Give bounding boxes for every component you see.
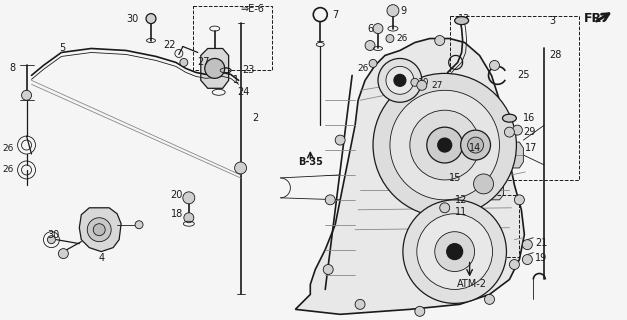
Circle shape bbox=[183, 192, 195, 204]
Text: 28: 28 bbox=[549, 51, 562, 60]
Circle shape bbox=[387, 5, 399, 17]
Circle shape bbox=[415, 306, 425, 316]
Circle shape bbox=[438, 138, 451, 152]
Circle shape bbox=[505, 127, 514, 137]
Circle shape bbox=[490, 60, 500, 70]
Circle shape bbox=[509, 260, 519, 269]
Circle shape bbox=[485, 294, 495, 304]
Text: 2: 2 bbox=[253, 113, 259, 123]
Text: 6: 6 bbox=[367, 24, 373, 34]
Text: 18: 18 bbox=[171, 209, 183, 219]
Text: 26: 26 bbox=[396, 34, 408, 43]
Text: 14: 14 bbox=[468, 143, 481, 153]
Text: 23: 23 bbox=[243, 65, 255, 76]
Text: 24: 24 bbox=[238, 87, 250, 97]
Text: 16: 16 bbox=[524, 113, 535, 123]
Circle shape bbox=[87, 218, 111, 242]
Text: 25: 25 bbox=[517, 70, 530, 80]
Circle shape bbox=[514, 195, 524, 205]
Polygon shape bbox=[79, 208, 121, 252]
Ellipse shape bbox=[502, 114, 517, 122]
Circle shape bbox=[369, 60, 377, 68]
Circle shape bbox=[512, 125, 522, 135]
Polygon shape bbox=[493, 142, 524, 168]
Circle shape bbox=[411, 78, 419, 86]
Bar bbox=[450, 16, 579, 180]
Text: 27: 27 bbox=[197, 57, 209, 68]
Circle shape bbox=[135, 221, 143, 229]
Text: 1: 1 bbox=[233, 75, 239, 85]
Text: 8: 8 bbox=[9, 63, 16, 73]
Circle shape bbox=[146, 14, 156, 24]
Circle shape bbox=[93, 224, 105, 236]
Circle shape bbox=[435, 36, 445, 45]
Text: 9: 9 bbox=[401, 6, 407, 16]
Circle shape bbox=[325, 195, 335, 205]
Text: 15: 15 bbox=[450, 173, 461, 183]
Bar bbox=[429, 195, 519, 257]
Text: 30: 30 bbox=[47, 230, 60, 240]
Circle shape bbox=[522, 240, 532, 250]
Text: 26: 26 bbox=[3, 144, 14, 153]
Circle shape bbox=[365, 41, 375, 51]
Bar bbox=[193, 6, 273, 70]
Circle shape bbox=[335, 135, 345, 145]
Circle shape bbox=[461, 130, 490, 160]
Circle shape bbox=[373, 73, 517, 217]
Circle shape bbox=[355, 300, 365, 309]
Circle shape bbox=[386, 67, 414, 94]
Circle shape bbox=[324, 265, 333, 275]
Circle shape bbox=[21, 90, 31, 100]
Circle shape bbox=[522, 255, 532, 265]
Circle shape bbox=[410, 110, 480, 180]
Text: 20: 20 bbox=[171, 190, 183, 200]
Text: ⇒E-6: ⇒E-6 bbox=[241, 4, 265, 14]
Text: 26: 26 bbox=[357, 64, 369, 73]
Ellipse shape bbox=[455, 17, 468, 25]
Text: 11: 11 bbox=[455, 207, 467, 217]
Text: 27: 27 bbox=[432, 81, 443, 90]
Text: ATM-2: ATM-2 bbox=[456, 279, 487, 290]
Text: 26: 26 bbox=[3, 165, 14, 174]
Circle shape bbox=[184, 213, 194, 223]
Text: 21: 21 bbox=[535, 238, 548, 248]
Circle shape bbox=[180, 59, 188, 67]
Text: 30: 30 bbox=[127, 14, 139, 24]
Polygon shape bbox=[451, 125, 500, 165]
Circle shape bbox=[440, 203, 450, 213]
Circle shape bbox=[58, 249, 68, 259]
Text: 13: 13 bbox=[458, 14, 470, 24]
Circle shape bbox=[403, 200, 507, 303]
Text: 22: 22 bbox=[164, 39, 176, 50]
Circle shape bbox=[427, 127, 463, 163]
Circle shape bbox=[435, 232, 475, 271]
Circle shape bbox=[446, 244, 463, 260]
Circle shape bbox=[234, 162, 246, 174]
Circle shape bbox=[417, 80, 427, 90]
Text: 3: 3 bbox=[549, 16, 556, 26]
Circle shape bbox=[473, 174, 493, 194]
Circle shape bbox=[386, 35, 394, 43]
Text: 29: 29 bbox=[524, 127, 535, 137]
Polygon shape bbox=[463, 168, 503, 200]
Text: 5: 5 bbox=[60, 44, 66, 53]
Circle shape bbox=[394, 74, 406, 86]
Circle shape bbox=[373, 24, 383, 34]
Text: 7: 7 bbox=[332, 10, 339, 20]
Text: 12: 12 bbox=[455, 195, 467, 205]
Circle shape bbox=[468, 137, 483, 153]
Circle shape bbox=[48, 236, 55, 244]
Circle shape bbox=[378, 59, 422, 102]
Polygon shape bbox=[295, 38, 524, 314]
Circle shape bbox=[417, 214, 492, 289]
Text: FR.: FR. bbox=[584, 12, 607, 25]
Circle shape bbox=[205, 59, 224, 78]
Text: B-35: B-35 bbox=[298, 157, 323, 167]
Circle shape bbox=[390, 90, 500, 200]
Text: 10: 10 bbox=[418, 78, 429, 87]
Text: 4: 4 bbox=[98, 252, 104, 263]
Text: 17: 17 bbox=[525, 143, 538, 153]
Polygon shape bbox=[201, 49, 229, 88]
Text: 19: 19 bbox=[535, 252, 547, 263]
